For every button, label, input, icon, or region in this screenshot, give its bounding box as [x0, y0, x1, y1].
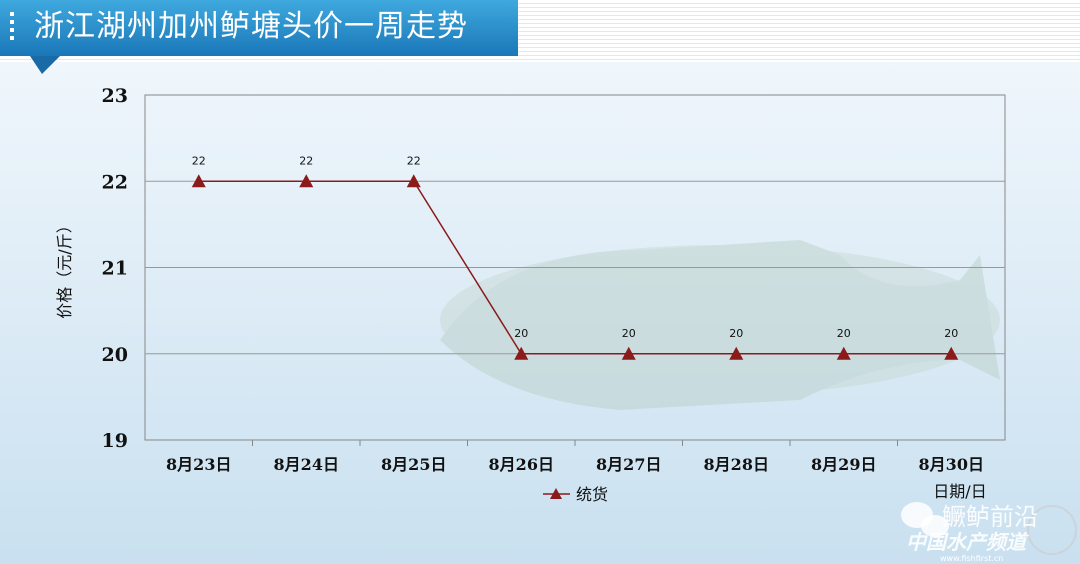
- x-tick-label: 8月24日: [274, 455, 339, 474]
- data-point: [514, 346, 529, 360]
- banner-tail: [30, 56, 60, 74]
- legend-label: 统货: [576, 485, 608, 504]
- legend: 统货: [543, 485, 608, 504]
- fish-image: [440, 240, 1000, 410]
- data-label: 22: [407, 154, 421, 167]
- x-axis-label: 日期/日: [933, 482, 986, 501]
- x-tick-label: 8月29日: [811, 455, 876, 474]
- x-tick-label: 8月28日: [704, 455, 769, 474]
- data-point: [406, 174, 421, 188]
- watermark-channel: 中国水产频道: [906, 530, 1026, 554]
- data-point: [621, 346, 636, 360]
- data-point: [191, 174, 206, 188]
- y-tick-label: 19: [102, 430, 128, 452]
- x-tick-label: 8月26日: [489, 455, 554, 474]
- data-label: 22: [299, 154, 313, 167]
- series-line: [198, 180, 952, 355]
- title-banner: [0, 0, 518, 56]
- data-label: 20: [837, 327, 851, 340]
- x-tick-label: 8月25日: [381, 455, 446, 474]
- data-label: 20: [622, 327, 636, 340]
- watermark-name: 鳜鲈前沿: [942, 503, 1038, 531]
- y-axis-label: 价格（元/斤）: [55, 217, 74, 318]
- y-tick-label: 23: [102, 85, 128, 107]
- data-label: 20: [729, 327, 743, 340]
- x-tick-label: 8月30日: [919, 455, 984, 474]
- x-tick-label: 8月27日: [596, 455, 661, 474]
- data-label: 20: [944, 327, 958, 340]
- banner-dots: [10, 12, 14, 44]
- data-point: [944, 346, 959, 360]
- y-tick-label: 21: [102, 258, 128, 280]
- data-point: [299, 174, 314, 188]
- x-tick-label: 8月23日: [166, 455, 231, 474]
- legend-marker: [550, 488, 562, 499]
- data-label: 22: [192, 154, 206, 167]
- data-label: 20: [514, 327, 528, 340]
- y-tick-label: 20: [102, 344, 128, 366]
- data-point: [729, 346, 744, 360]
- data-point: [836, 346, 851, 360]
- y-tick-label: 22: [102, 171, 128, 193]
- watermark-url: www.fishfirst.cn: [940, 554, 1004, 563]
- page-title: 浙江湖州加州鲈塘头价一周走势: [34, 9, 468, 44]
